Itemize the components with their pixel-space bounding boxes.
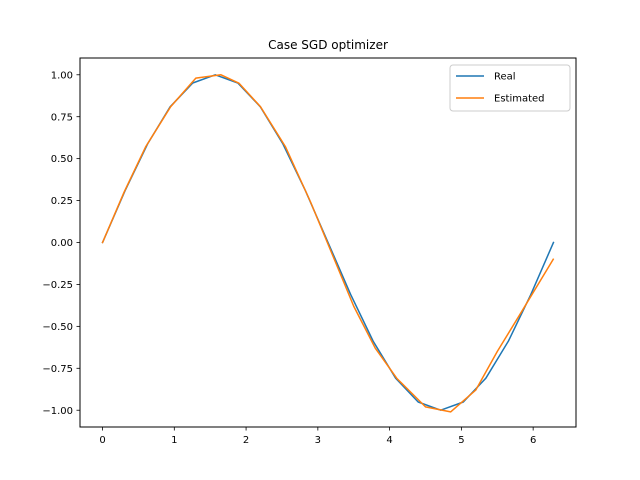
x-tick-label: 0 [99, 435, 105, 446]
x-tick-label: 6 [530, 435, 536, 446]
series-layer [101, 74, 555, 413]
legend-label-estimated: Estimated [494, 94, 545, 105]
x-tick-label: 1 [171, 435, 177, 446]
y-tick-label: 0.75 [51, 112, 73, 123]
y-tick-label: −0.50 [42, 322, 73, 333]
x-tick-label: 3 [315, 435, 321, 446]
y-tick-label: −0.75 [42, 364, 73, 375]
y-axis-ticks: −1.00 −0.75 −0.50 −0.25 0.00 0.25 0.50 0.75 1.00 [42, 70, 80, 417]
chart-title: Case SGD optimizer [268, 38, 388, 52]
y-tick-label: 0.25 [51, 196, 73, 207]
x-tick-label: 4 [386, 435, 392, 446]
x-tick-label: 2 [243, 435, 249, 446]
x-tick-label: 5 [458, 435, 464, 446]
legend: Real Estimated [449, 64, 571, 112]
legend-entries: Real Estimated [456, 72, 545, 105]
series-line-estimated [101, 74, 555, 413]
y-tick-label: 1.00 [51, 70, 73, 81]
y-tick-label: −1.00 [42, 406, 73, 417]
y-tick-label: −0.25 [42, 280, 73, 291]
legend-label-real: Real [494, 72, 516, 83]
y-tick-label: 0.00 [51, 238, 73, 249]
y-tick-label: 0.50 [51, 154, 73, 165]
x-axis-ticks: 0 1 2 3 4 5 6 [99, 427, 536, 446]
plot-area: 0 1 2 3 4 5 6 −1.00 −0.75 −0.50 −0.25 0.00 0.25 0.50… [42, 57, 577, 446]
